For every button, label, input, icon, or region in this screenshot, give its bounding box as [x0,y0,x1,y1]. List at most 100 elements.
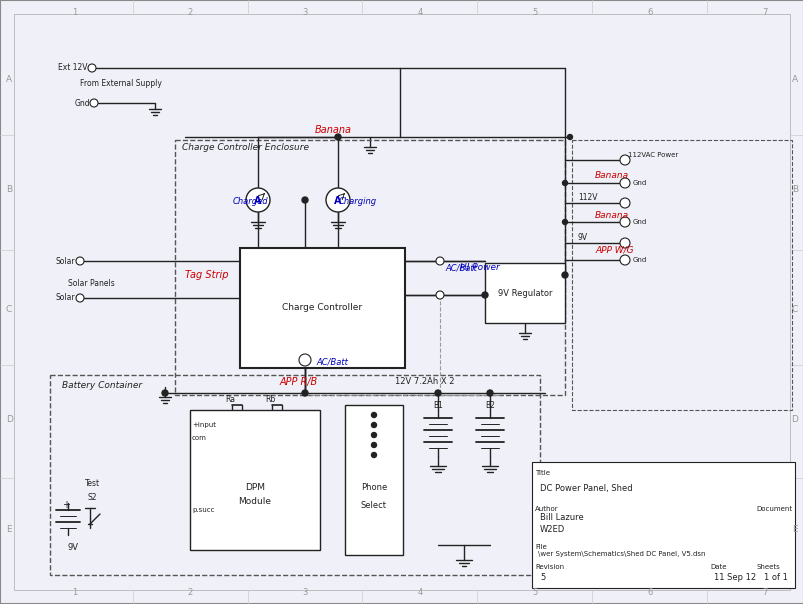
Circle shape [567,135,572,140]
Text: 1: 1 [72,588,78,597]
Text: APP W/G: APP W/G [594,245,633,254]
Text: Tag Strip: Tag Strip [185,270,228,280]
Text: Rb: Rb [265,396,275,405]
Text: W2ED: W2ED [540,525,565,535]
Text: B: B [791,185,797,194]
Text: 6: 6 [646,588,652,597]
Text: A: A [334,196,341,206]
Text: 5: 5 [532,8,537,17]
Circle shape [435,257,443,265]
Circle shape [371,432,376,437]
Text: Charge Controller: Charge Controller [282,303,361,312]
Text: B1: B1 [433,400,442,410]
Text: B2: B2 [484,400,495,410]
Text: Revision: Revision [534,564,564,570]
Text: Date: Date [709,564,726,570]
Text: 2: 2 [187,588,193,597]
Text: 12V 7.2Ah X 2: 12V 7.2Ah X 2 [394,378,454,387]
Text: Banana: Banana [594,211,628,219]
Text: 9V Regulator: 9V Regulator [497,289,552,298]
Text: Ext 12V: Ext 12V [59,63,88,72]
Circle shape [76,257,84,265]
Text: 3: 3 [302,8,308,17]
Text: Gnd: Gnd [75,98,90,108]
Circle shape [619,255,630,265]
Text: Battery Container: Battery Container [62,381,142,390]
Text: 1: 1 [72,8,78,17]
Text: File: File [534,544,546,550]
Text: Sheets: Sheets [756,564,780,570]
Circle shape [619,198,630,208]
Text: C: C [791,306,797,315]
Bar [50,375,540,575]
Text: From External Supply: From External Supply [80,79,161,88]
Bar [532,462,794,588]
Text: DPM: DPM [245,483,265,492]
Text: \wer System\Schematics\Shed DC Panel, V5.dsn: \wer System\Schematics\Shed DC Panel, V5… [537,551,704,557]
Text: Test: Test [85,480,100,489]
Text: 112V: 112V [577,193,597,202]
Text: Bill Lazure: Bill Lazure [540,513,583,522]
Circle shape [371,443,376,448]
Text: Charging: Charging [339,198,377,207]
Circle shape [335,134,340,140]
Text: APP R/B: APP R/B [279,377,318,387]
Circle shape [619,217,630,227]
Text: 112VAC Power: 112VAC Power [627,152,678,158]
Text: Solar: Solar [55,294,75,303]
Text: E: E [792,525,797,535]
Text: Banana: Banana [314,125,351,135]
Text: S2: S2 [88,492,97,501]
Circle shape [482,292,487,298]
Text: 5: 5 [532,588,537,597]
Circle shape [246,188,270,212]
Text: Gnd: Gnd [632,219,646,225]
Circle shape [371,413,376,417]
Circle shape [435,291,443,299]
Text: 7: 7 [761,588,767,597]
Text: 6: 6 [646,8,652,17]
Text: 3: 3 [302,588,308,597]
Text: Phone: Phone [361,483,386,492]
Text: Author: Author [534,506,558,512]
Circle shape [371,452,376,457]
Text: Document: Document [755,506,791,512]
Text: Solar: Solar [55,257,75,266]
Text: 4: 4 [417,8,422,17]
Text: C: C [6,306,12,315]
Text: A: A [6,76,12,85]
Circle shape [562,181,567,185]
Text: D: D [6,416,13,425]
Text: AC/Batt: AC/Batt [316,358,348,367]
Text: Charged: Charged [233,198,268,207]
Circle shape [561,272,567,278]
Text: +: + [62,500,70,510]
Text: E: E [6,525,11,535]
Circle shape [302,197,308,203]
Text: com: com [192,435,206,441]
Text: 1 of 1: 1 of 1 [763,573,787,582]
Circle shape [88,64,96,72]
Text: Select: Select [361,501,386,510]
Text: Charge Controller Enclosure: Charge Controller Enclosure [181,144,308,152]
Text: 4: 4 [417,588,422,597]
Text: Title: Title [534,470,549,476]
Circle shape [619,178,630,188]
Text: Gnd: Gnd [632,180,646,186]
Bar [344,405,402,555]
Text: 2: 2 [187,8,193,17]
Circle shape [562,219,567,225]
Bar [240,248,405,368]
Text: HI Power: HI Power [459,263,499,272]
Text: B: B [6,185,12,194]
Text: Ra: Ra [225,396,234,405]
Text: AC/Batt: AC/Batt [444,263,476,272]
Circle shape [371,423,376,428]
Bar [175,140,565,395]
Circle shape [434,390,441,396]
Text: p.succ: p.succ [192,507,214,513]
Bar [571,140,791,410]
Circle shape [76,294,84,302]
Text: +input: +input [192,422,216,428]
Text: Solar Panels: Solar Panels [68,278,115,288]
